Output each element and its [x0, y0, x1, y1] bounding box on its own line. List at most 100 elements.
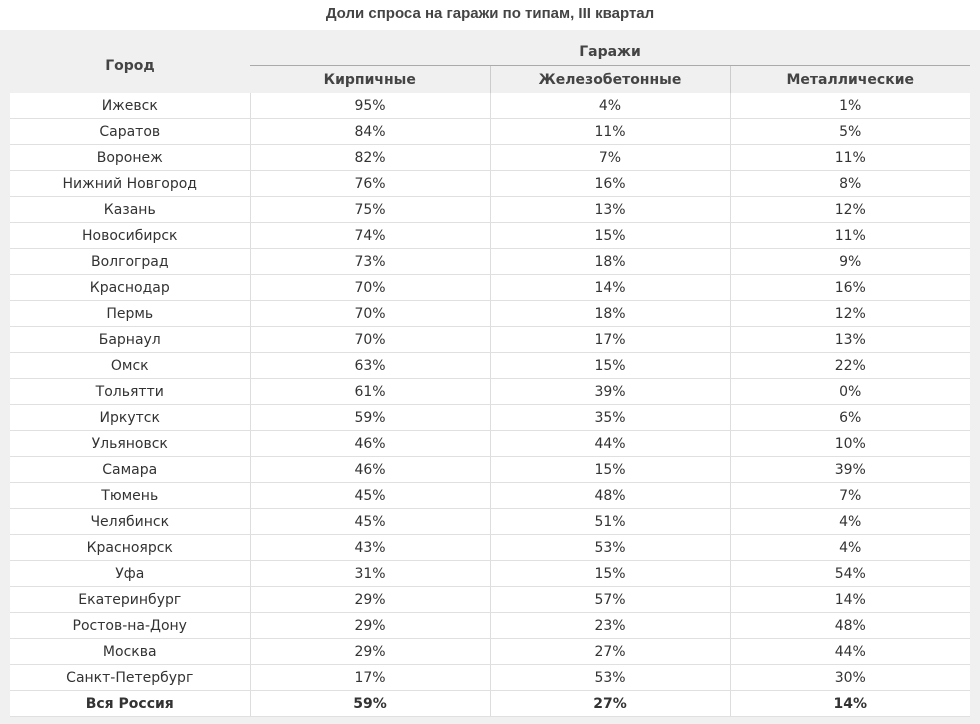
city-cell: Краснодар	[10, 274, 250, 301]
share-cell: 5%	[729, 118, 971, 145]
share-cell: 70%	[249, 274, 490, 301]
table-row: Нижний Новгород 76% 16% 8%	[10, 170, 971, 197]
table-row: Ульяновск 46% 44% 10%	[10, 430, 971, 457]
header-cell: Гаражи	[250, 38, 971, 66]
table-row: Омск 63% 15% 22%	[10, 352, 971, 379]
share-cell: 17%	[489, 326, 730, 353]
share-cell: 45%	[249, 482, 490, 509]
share-cell: 46%	[249, 430, 490, 457]
share-cell: 27%	[489, 690, 730, 717]
share-cell: 43%	[249, 534, 490, 561]
share-cell: 8%	[729, 170, 971, 197]
city-cell: Москва	[10, 638, 250, 665]
share-cell: 48%	[489, 482, 730, 509]
share-cell: 59%	[249, 404, 490, 431]
share-cell: 13%	[729, 326, 971, 353]
share-cell: 6%	[729, 404, 971, 431]
city-cell: Саратов	[10, 118, 250, 145]
table-row: Краснодар 70% 14% 16%	[10, 274, 971, 301]
share-cell: 53%	[489, 664, 730, 691]
table-row: Воронеж 82% 7% 11%	[10, 144, 971, 171]
share-cell: 74%	[249, 222, 490, 249]
city-cell: Тольятти	[10, 378, 250, 405]
city-cell: Ульяновск	[10, 430, 250, 457]
share-cell: 11%	[729, 222, 971, 249]
share-cell: 95%	[249, 93, 490, 119]
table-row: Вся Россия 59% 27% 14%	[10, 690, 971, 717]
share-cell: 11%	[489, 118, 730, 145]
share-cell: 39%	[729, 456, 971, 483]
column-header: Железобетонные	[489, 65, 730, 93]
city-cell: Екатеринбург	[10, 586, 250, 613]
table-row: Саратов 84% 11% 5%	[10, 118, 971, 145]
table-row: Ростов-на-Дону 29% 23% 48%	[10, 612, 971, 639]
title: Доли спроса на гаражи по типам, III квар…	[325, 5, 655, 22]
share-cell: 14%	[489, 274, 730, 301]
city-cell: Казань	[10, 196, 250, 223]
share-cell: 18%	[489, 300, 730, 327]
share-cell: 22%	[729, 352, 971, 379]
share-cell: 76%	[249, 170, 490, 197]
table-row: Самара 46% 15% 39%	[10, 456, 971, 483]
table-frame: Город Гаражи Кирпичные Железобетонные Мета…	[0, 30, 980, 724]
share-cell: 4%	[489, 93, 730, 119]
table-row: Пермь 70% 18% 12%	[10, 300, 971, 327]
city-cell: Уфа	[10, 560, 250, 587]
share-cell: 27%	[489, 638, 730, 665]
share-cell: 73%	[249, 248, 490, 275]
share-cell: 59%	[249, 690, 490, 717]
table-row: Ижевск 95% 4% 1%	[10, 93, 971, 119]
city-cell: Красноярск	[10, 534, 250, 561]
header-cell: Город	[10, 38, 250, 93]
table-row: Красноярск 43% 53% 4%	[10, 534, 971, 561]
share-cell: 15%	[489, 222, 730, 249]
share-cell: 35%	[489, 404, 730, 431]
share-cell: 51%	[489, 508, 730, 535]
share-cell: 46%	[249, 456, 490, 483]
table: Город Гаражи Кирпичные Железобетонные Мета…	[10, 38, 971, 717]
share-cell: 63%	[249, 352, 490, 379]
city-cell: Новосибирск	[10, 222, 250, 249]
share-cell: 17%	[249, 664, 490, 691]
share-cell: 23%	[489, 612, 730, 639]
share-cell: 13%	[489, 196, 730, 223]
table-row: Иркутск 59% 35% 6%	[10, 404, 971, 431]
share-cell: 57%	[489, 586, 730, 613]
city-cell: Ростов-на-Дону	[10, 612, 250, 639]
share-cell: 48%	[729, 612, 971, 639]
city-cell: Воронеж	[10, 144, 250, 171]
table-row: Уфа 31% 15% 54%	[10, 560, 971, 587]
table-row: Тюмень 45% 48% 7%	[10, 482, 971, 509]
city-cell: Волгоград	[10, 248, 250, 275]
share-cell: 29%	[249, 638, 490, 665]
share-cell: 29%	[249, 612, 490, 639]
table-row: Санкт-Петербург 17% 53% 30%	[10, 664, 971, 691]
city-cell: Пермь	[10, 300, 250, 327]
table-row: Москва 29% 27% 44%	[10, 638, 971, 665]
table-row: Барнаул 70% 17% 13%	[10, 326, 971, 353]
share-cell: 31%	[249, 560, 490, 587]
share-cell: 4%	[729, 508, 971, 535]
table-row: Челябинск 45% 51% 4%	[10, 508, 971, 535]
city-cell: Тюмень	[10, 482, 250, 509]
share-cell: 11%	[729, 144, 971, 171]
share-cell: 16%	[729, 274, 971, 301]
table-row: Новосибирск 74% 15% 11%	[10, 222, 971, 249]
share-cell: 75%	[249, 196, 490, 223]
city-cell: Санкт-Петербург	[10, 664, 250, 691]
share-cell: 54%	[729, 560, 971, 587]
share-cell: 4%	[729, 534, 971, 561]
share-cell: 82%	[249, 144, 490, 171]
share-cell: 1%	[729, 93, 971, 119]
share-cell: 70%	[249, 326, 490, 353]
city-cell: Самара	[10, 456, 250, 483]
city-cell: Омск	[10, 352, 250, 379]
table-row: Екатеринбург 29% 57% 14%	[10, 586, 971, 613]
city-cell: Челябинск	[10, 508, 250, 535]
share-cell: 16%	[489, 170, 730, 197]
city-cell: Вся Россия	[10, 690, 250, 717]
share-cell: 29%	[249, 586, 490, 613]
share-cell: 39%	[489, 378, 730, 405]
share-cell: 84%	[249, 118, 490, 145]
